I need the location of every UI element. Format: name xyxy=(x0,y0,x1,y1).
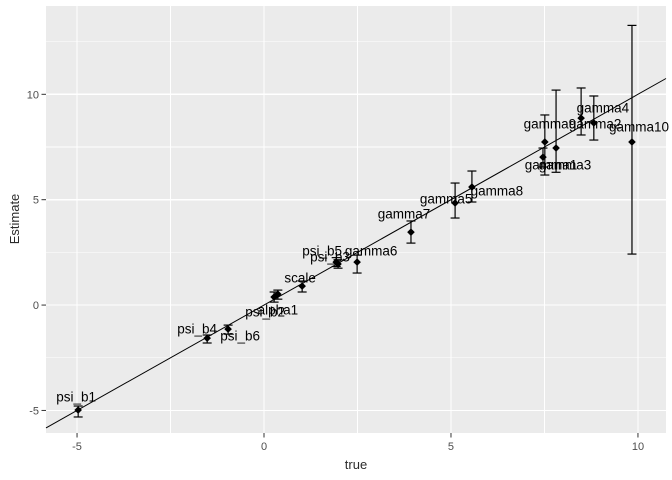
point-label: scale xyxy=(284,271,316,286)
point-label: gamma6 xyxy=(345,244,398,259)
x-axis-title: true xyxy=(345,457,367,472)
y-tick-label: 0 xyxy=(33,300,39,312)
point-label: psi_b2 xyxy=(245,305,285,320)
y-tick-label: 5 xyxy=(33,195,39,207)
data-point xyxy=(74,406,82,414)
data-point xyxy=(334,260,342,268)
data-point xyxy=(468,183,476,191)
data-point xyxy=(552,144,560,152)
data-point xyxy=(407,228,415,236)
point-label: psi_b5 xyxy=(302,244,342,259)
y-tick-label: 10 xyxy=(27,89,39,101)
point-label: gamma10 xyxy=(609,119,669,134)
x-tick-label: 0 xyxy=(261,441,267,453)
data-point xyxy=(298,282,306,290)
y-axis-title: Estimate xyxy=(7,194,22,245)
data-point xyxy=(541,138,549,146)
point-label: gamma4 xyxy=(577,100,630,115)
x-tick-label: 10 xyxy=(632,441,644,453)
point-label: gamma2 xyxy=(569,117,622,132)
data-point xyxy=(270,293,278,301)
x-tick-label: 5 xyxy=(448,441,454,453)
data-point xyxy=(577,114,585,122)
data-point xyxy=(203,334,211,342)
data-point xyxy=(628,138,636,146)
point-label: gamma7 xyxy=(378,207,431,222)
point-label: gamma1 xyxy=(525,158,578,173)
point-label: gamma5 xyxy=(420,192,473,207)
x-tick-label: -5 xyxy=(72,441,82,453)
data-point xyxy=(451,199,459,207)
point-label: alpha1 xyxy=(258,303,299,318)
data-point xyxy=(274,290,282,298)
identity-line xyxy=(45,78,667,429)
point-label: psi_b1 xyxy=(56,390,96,405)
point-label: gamma3 xyxy=(539,158,592,173)
data-point xyxy=(353,258,361,266)
point-label: gamma8 xyxy=(471,184,524,199)
data-point xyxy=(539,153,547,161)
plot-panel xyxy=(46,6,666,433)
point-label: gamma9 xyxy=(524,116,577,131)
point-label: psi_b6 xyxy=(220,329,260,344)
y-tick-label: -5 xyxy=(29,405,39,417)
point-label: psi_b4 xyxy=(177,322,217,337)
data-point xyxy=(590,119,598,127)
point-label: psi_b3 xyxy=(310,249,350,264)
data-point xyxy=(224,325,232,333)
